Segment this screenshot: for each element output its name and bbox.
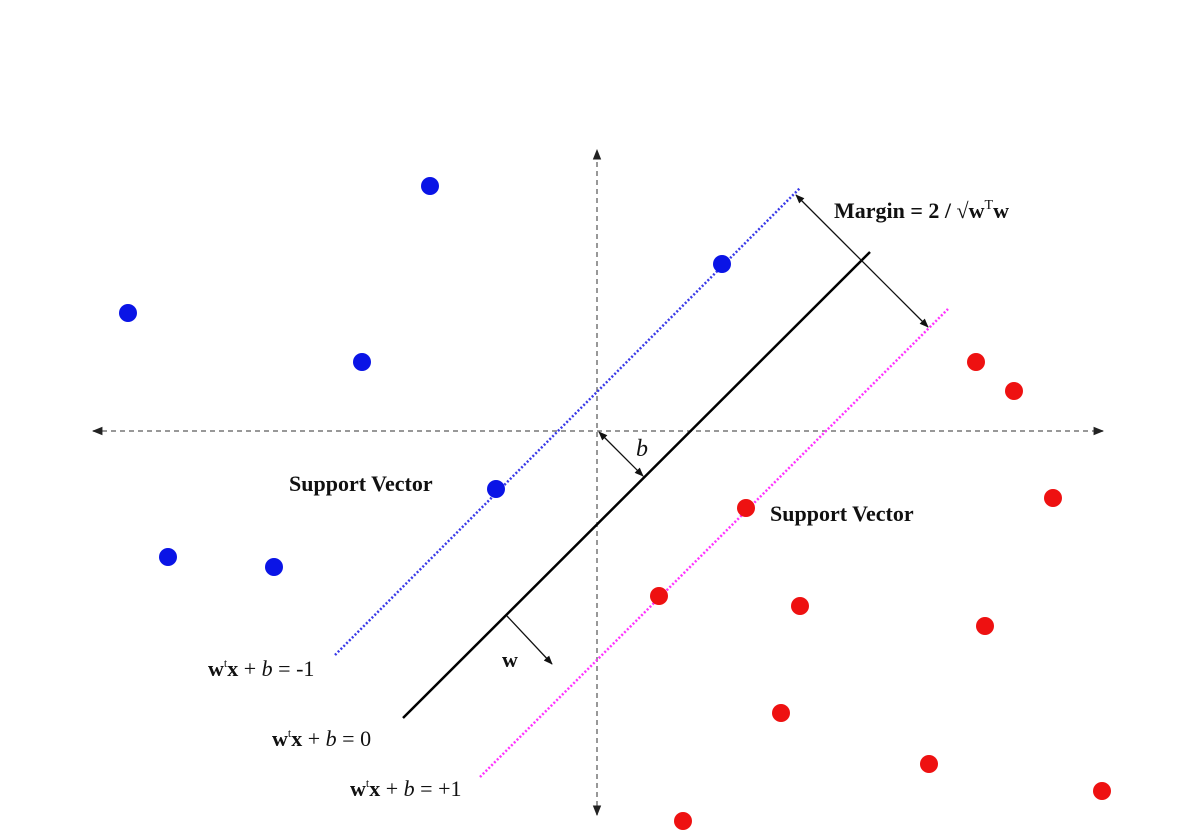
data-point-positive: [791, 597, 809, 615]
data-point-negative: [353, 353, 371, 371]
support-vector-left-label: Support Vector: [289, 471, 433, 496]
data-point-positive: [1093, 782, 1111, 800]
margin-formula-sqrt: √: [957, 198, 970, 223]
data-point-positive: [967, 353, 985, 371]
data-point-positive: [772, 704, 790, 722]
margin-arrow: [795, 194, 929, 328]
data-point-positive: [976, 617, 994, 635]
negative-margin-line: [334, 187, 801, 656]
margin-formula-w2: w: [993, 198, 1009, 223]
data-point-negative: [119, 304, 137, 322]
margin-formula-transpose: T: [985, 198, 994, 213]
w-normal-arrow: [506, 615, 553, 665]
data-point-negative-support-vector: [713, 255, 731, 273]
b-offset-arrow: [598, 431, 644, 477]
data-point-positive-support-vector: [737, 499, 755, 517]
data-point-positive: [1044, 489, 1062, 507]
w-label: w: [502, 647, 518, 672]
margin-formula-prefix: Margin = 2 /: [834, 198, 957, 223]
data-point-positive: [920, 755, 938, 773]
positive-class-points: [650, 353, 1111, 830]
b-label: b: [636, 436, 648, 462]
support-vector-right-label: Support Vector: [770, 501, 914, 526]
axes: [91, 148, 1105, 817]
equation-negative-margin: wtx + b = -1: [208, 656, 314, 681]
data-point-positive: [674, 812, 692, 830]
data-point-positive-support-vector: [650, 587, 668, 605]
arrows: [506, 194, 929, 665]
data-point-negative-support-vector: [487, 480, 505, 498]
data-point-positive: [1005, 382, 1023, 400]
negative-class-points: [119, 177, 731, 576]
decision-hyperplane: [402, 251, 871, 719]
data-point-negative: [159, 548, 177, 566]
equation-positive-margin: wtx + b = +1: [350, 776, 461, 801]
labels: Margin = 2 / √wTw b Support Vector Suppo…: [208, 198, 1009, 801]
data-point-negative: [265, 558, 283, 576]
data-point-negative: [421, 177, 439, 195]
positive-margin-line: [479, 308, 949, 778]
equation-hyperplane: wtx + b = 0: [272, 726, 371, 751]
margin-formula-w: w: [969, 198, 985, 223]
margin-formula: Margin = 2 / √wTw: [834, 198, 1009, 223]
